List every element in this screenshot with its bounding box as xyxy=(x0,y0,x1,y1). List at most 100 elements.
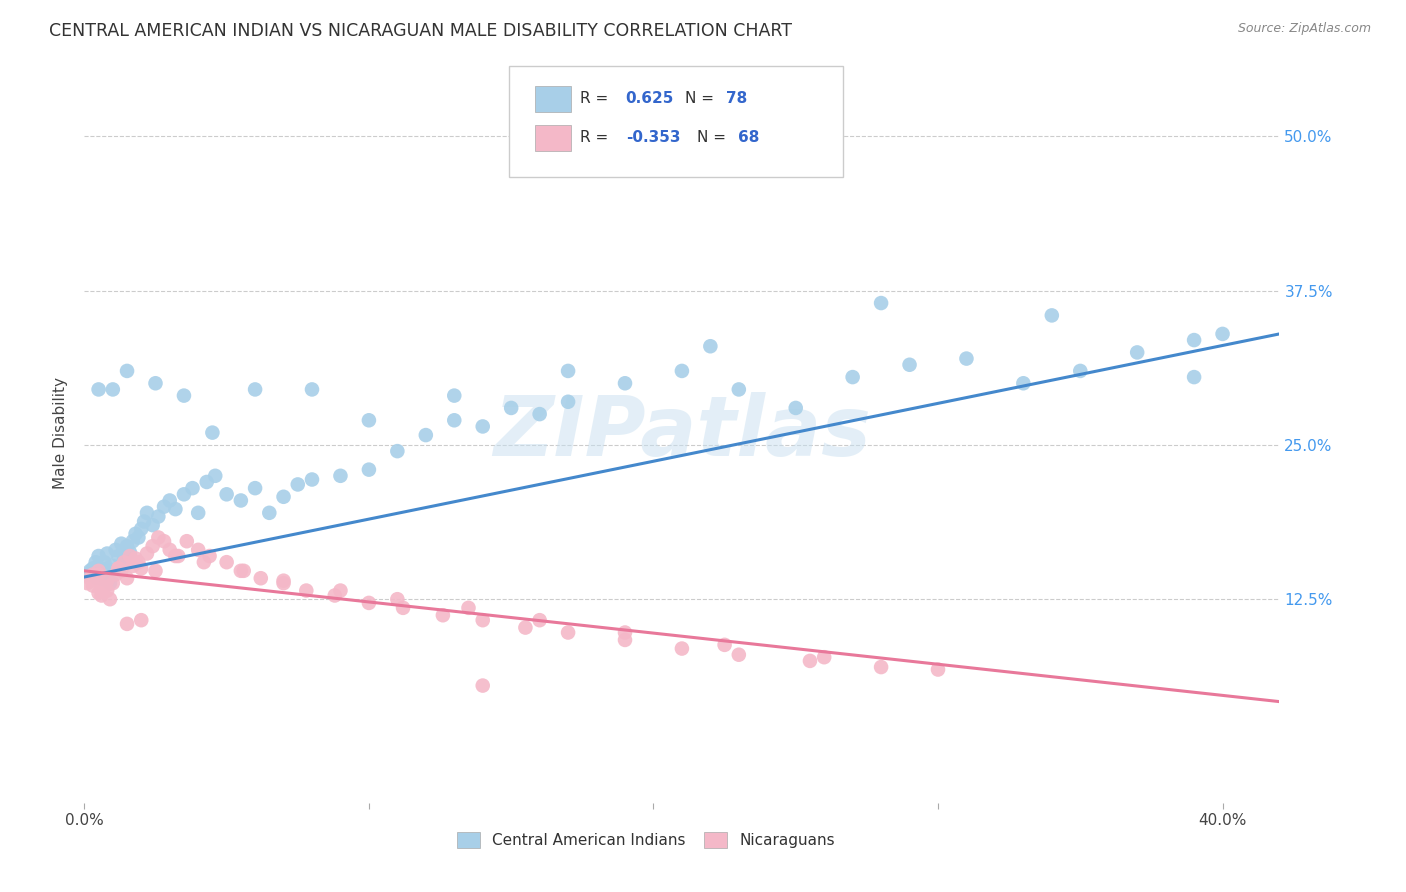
Point xyxy=(129,561,152,575)
Legend: Central American Indians, Nicaraguans: Central American Indians, Nicaraguans xyxy=(451,826,841,855)
FancyBboxPatch shape xyxy=(509,66,844,178)
Point xyxy=(165,502,187,516)
Point xyxy=(392,600,415,615)
Point xyxy=(799,654,821,668)
Point xyxy=(614,625,637,640)
Point xyxy=(295,583,318,598)
Point xyxy=(153,500,176,514)
Point xyxy=(148,509,170,524)
Point xyxy=(813,650,835,665)
Point xyxy=(323,589,346,603)
Point xyxy=(1012,376,1035,391)
Point xyxy=(329,583,352,598)
Point xyxy=(84,570,107,584)
Point xyxy=(1182,370,1205,384)
Point xyxy=(98,592,121,607)
Point xyxy=(87,564,110,578)
Point xyxy=(727,383,749,397)
Point xyxy=(357,462,380,476)
Text: 78: 78 xyxy=(725,91,748,106)
Point xyxy=(96,561,118,575)
Point xyxy=(101,576,124,591)
Point xyxy=(785,401,807,415)
Point xyxy=(273,576,295,591)
Point xyxy=(153,534,176,549)
Point xyxy=(93,580,115,594)
Point xyxy=(443,389,465,403)
Point xyxy=(870,660,893,674)
Point xyxy=(259,506,281,520)
Point xyxy=(713,638,735,652)
Point xyxy=(301,473,323,487)
Point xyxy=(195,475,218,489)
Point xyxy=(671,641,693,656)
Point xyxy=(204,468,226,483)
Text: N =: N = xyxy=(686,91,720,106)
Point xyxy=(357,413,380,427)
Point xyxy=(187,542,209,557)
Point xyxy=(127,555,149,569)
Point xyxy=(215,555,238,569)
Point xyxy=(101,558,124,573)
Point xyxy=(76,567,98,582)
Point xyxy=(82,567,104,582)
Text: -0.353: -0.353 xyxy=(626,130,681,145)
Point xyxy=(1126,345,1149,359)
Point xyxy=(229,564,252,578)
Point xyxy=(142,518,165,533)
Point xyxy=(129,613,152,627)
FancyBboxPatch shape xyxy=(534,87,571,112)
Point xyxy=(301,383,323,397)
Point xyxy=(173,487,195,501)
Point xyxy=(273,574,295,588)
Point xyxy=(215,487,238,501)
Point xyxy=(229,493,252,508)
Point xyxy=(927,663,949,677)
Point xyxy=(76,576,98,591)
Point xyxy=(193,555,215,569)
FancyBboxPatch shape xyxy=(534,126,571,152)
Text: N =: N = xyxy=(697,130,731,145)
Point xyxy=(243,383,266,397)
Text: R =: R = xyxy=(581,91,613,106)
Point xyxy=(457,600,479,615)
Point xyxy=(121,558,143,573)
Point xyxy=(112,555,135,569)
Point xyxy=(124,551,146,566)
Point xyxy=(557,364,579,378)
Point xyxy=(181,481,204,495)
Text: CENTRAL AMERICAN INDIAN VS NICARAGUAN MALE DISABILITY CORRELATION CHART: CENTRAL AMERICAN INDIAN VS NICARAGUAN MA… xyxy=(49,22,792,40)
Point xyxy=(671,364,693,378)
Point xyxy=(104,567,127,582)
Point xyxy=(87,586,110,600)
Point xyxy=(173,389,195,403)
Point xyxy=(249,571,271,585)
Point xyxy=(443,413,465,427)
Point xyxy=(432,608,454,623)
Point xyxy=(132,515,156,529)
Text: ZIPatlas: ZIPatlas xyxy=(494,392,870,473)
Point xyxy=(79,571,101,585)
Point xyxy=(187,506,209,520)
Point xyxy=(84,574,107,588)
Point xyxy=(198,549,221,563)
Point xyxy=(148,531,170,545)
Point xyxy=(273,490,295,504)
Point xyxy=(614,376,637,391)
Point xyxy=(557,625,579,640)
Point xyxy=(93,555,115,569)
Point xyxy=(104,542,127,557)
Point xyxy=(87,567,110,582)
Point xyxy=(614,632,637,647)
Point xyxy=(145,564,167,578)
Point xyxy=(167,549,190,563)
Point xyxy=(129,522,152,536)
Point xyxy=(118,549,141,563)
Point xyxy=(727,648,749,662)
Point xyxy=(96,574,118,588)
Text: Source: ZipAtlas.com: Source: ZipAtlas.com xyxy=(1237,22,1371,36)
Text: 0.625: 0.625 xyxy=(626,91,673,106)
Point xyxy=(287,477,309,491)
Point xyxy=(898,358,921,372)
Point xyxy=(124,526,146,541)
